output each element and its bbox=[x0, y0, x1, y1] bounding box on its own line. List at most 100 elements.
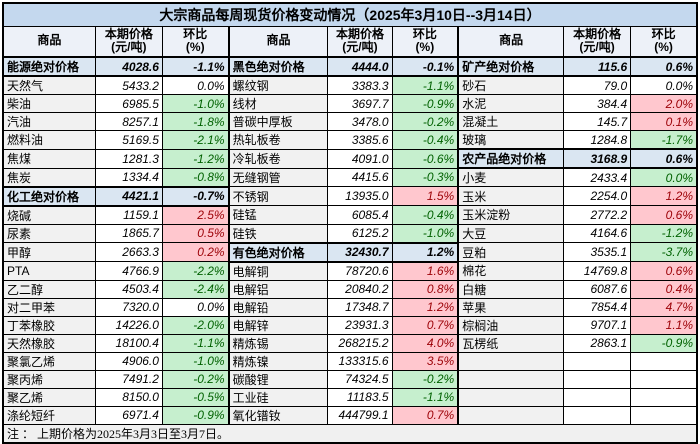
commodity-name-cell: 热轧板卷 bbox=[227, 130, 329, 150]
header-price-1: 本期价格 (元/吨) bbox=[94, 25, 163, 58]
pct-change-cell: -0.4% bbox=[391, 130, 459, 150]
pct-change-cell: 1.6% bbox=[391, 261, 459, 281]
header-commodity-1: 商品 bbox=[2, 25, 96, 58]
pct-change-cell bbox=[630, 369, 698, 389]
price-cell: 78720.6 bbox=[327, 261, 393, 281]
price-cell: 6087.6 bbox=[562, 279, 632, 299]
table-row: 天然橡胶 18100.4 -1.1% 精炼锡 268215.2 4.0% 瓦楞纸 2863.1… bbox=[2, 333, 698, 353]
commodity-name-cell: 硅铁 bbox=[227, 223, 329, 244]
price-cell bbox=[562, 369, 632, 389]
pct-change-cell: 4.7% bbox=[630, 297, 698, 317]
pct-change-cell: 2.5% bbox=[161, 205, 230, 225]
price-cell: 5433.2 bbox=[94, 75, 163, 96]
pct-change-cell: 0.4% bbox=[630, 279, 698, 299]
pct-change-cell: 0.0% bbox=[630, 167, 698, 188]
commodity-name-cell: 黑色绝对价格 bbox=[227, 56, 329, 78]
price-cell: 3168.9 bbox=[562, 148, 632, 170]
commodity-name-cell: 无缝钢管 bbox=[227, 167, 329, 188]
price-cell: 4415.6 bbox=[327, 167, 393, 188]
commodity-name-cell: 电解铝 bbox=[227, 279, 329, 299]
commodity-name-cell: 精炼锡 bbox=[227, 333, 329, 353]
price-cell: 444799.1 bbox=[327, 405, 393, 425]
pct-change-cell: -0.9% bbox=[391, 94, 459, 114]
header-ratio-2: 环比 (%) bbox=[391, 25, 459, 58]
pct-change-cell: -0.5% bbox=[161, 387, 230, 407]
pct-change-cell: -3.7% bbox=[630, 242, 698, 263]
pct-change-cell: 1.5% bbox=[391, 186, 459, 207]
price-cell: 2254.0 bbox=[562, 186, 632, 207]
price-cell: 3535.1 bbox=[562, 242, 632, 263]
commodity-name-cell: 燃料油 bbox=[2, 130, 96, 150]
price-cell: 17348.7 bbox=[327, 297, 393, 317]
commodity-name-cell bbox=[457, 405, 564, 425]
pct-change-cell: 0.6% bbox=[630, 261, 698, 281]
commodity-name-cell: 对二甲苯 bbox=[2, 297, 96, 317]
commodity-name-cell: 冷轧板卷 bbox=[227, 148, 329, 169]
pct-change-cell: -1.1% bbox=[391, 387, 459, 407]
price-cell: 2663.3 bbox=[94, 242, 163, 263]
pct-change-cell: -0.6% bbox=[391, 148, 459, 169]
commodity-name-cell: 工业硅 bbox=[227, 387, 329, 407]
pct-change-cell: 3.5% bbox=[391, 351, 459, 371]
price-cell: 32430.7 bbox=[327, 241, 393, 263]
pct-change-cell: -0.2% bbox=[391, 369, 459, 389]
commodity-name-cell: 棉花 bbox=[457, 261, 564, 281]
table-body: 能源绝对价格 4028.6 -1.1% 黑色绝对价格 4444.0 -0.1% 矿产绝对价格… bbox=[2, 56, 698, 425]
table-row: 聚丙烯 7491.2 -0.2% 碳酸锂 74324.5 -0.2% bbox=[2, 369, 698, 389]
price-cell: 7854.4 bbox=[562, 297, 632, 317]
table-row: 焦煤 1281.3 -1.2% 冷轧板卷 4091.0 -0.6% 农产品绝对价格 3168.… bbox=[2, 148, 698, 170]
table-row: 聚乙烯 8150.0 -0.5% 工业硅 11183.5 -1.1% bbox=[2, 387, 698, 407]
price-cell: 8257.1 bbox=[94, 112, 163, 132]
price-cell: 4906.0 bbox=[94, 351, 163, 371]
commodity-name-cell: 苹果 bbox=[457, 297, 564, 317]
price-cell: 1159.1 bbox=[94, 205, 163, 225]
pct-change-cell: 0.2% bbox=[161, 242, 230, 263]
table-row: 焦炭 1334.4 -0.8% 无缝钢管 4415.6 -0.3% 小麦 2433.4 0.0% bbox=[2, 167, 698, 188]
price-cell: 7320.0 bbox=[94, 297, 163, 317]
table-row: 涤纶短纤 6971.4 -0.9% 氧化镨钕 444799.1 0.7% bbox=[2, 405, 698, 425]
commodity-name-cell: 烧碱 bbox=[2, 205, 96, 225]
commodity-name-cell: 螺纹钢 bbox=[227, 75, 329, 96]
table-row: 化工绝对价格 4421.1 -0.7% 不锈钢 13935.0 1.5% 玉米 2254.0 1… bbox=[2, 185, 698, 207]
header-ratio-3: 环比 (%) bbox=[630, 25, 698, 58]
price-cell: 2433.4 bbox=[562, 167, 632, 188]
price-cell: 18100.4 bbox=[94, 333, 163, 353]
table-row: 燃料油 5169.5 -2.1% 热轧板卷 3385.6 -0.4% 玻璃 1284.8 -1.… bbox=[2, 130, 698, 150]
price-cell: 3697.7 bbox=[327, 94, 393, 114]
pct-change-cell: -1.0% bbox=[161, 94, 230, 114]
pct-change-cell: -1.1% bbox=[161, 56, 230, 78]
table-row: 对二甲苯 7320.0 0.0% 电解铅 17348.7 1.2% 苹果 7854.4 4.7% bbox=[2, 297, 698, 317]
price-cell: 268215.2 bbox=[327, 333, 393, 353]
commodity-name-cell: 豆粕 bbox=[457, 242, 564, 263]
table-row: 汽油 8257.1 -1.8% 普碳中厚板 3478.0 -0.2% 混凝土 145.7 0.1… bbox=[2, 112, 698, 132]
commodity-name-cell: 混凝土 bbox=[457, 112, 564, 132]
price-cell: 14226.0 bbox=[94, 315, 163, 335]
pct-change-cell: 0.7% bbox=[391, 405, 459, 425]
commodity-name-cell: 聚乙烯 bbox=[2, 387, 96, 407]
pct-change-cell: -0.7% bbox=[161, 185, 230, 207]
pct-change-cell: 1.1% bbox=[630, 315, 698, 335]
header-price-3: 本期价格 (元/吨) bbox=[562, 25, 632, 58]
pct-change-cell: 2.0% bbox=[630, 94, 698, 114]
pct-change-cell: -1.0% bbox=[391, 223, 459, 244]
pct-change-cell: 0.6% bbox=[630, 148, 698, 170]
price-cell: 1865.7 bbox=[94, 223, 163, 244]
pct-change-cell: -0.8% bbox=[161, 167, 230, 188]
table-row: 聚氯乙烯 4906.0 -1.0% 精炼镍 133315.6 3.5% bbox=[2, 351, 698, 371]
commodity-name-cell: 甲醇 bbox=[2, 242, 96, 263]
pct-change-cell: -1.1% bbox=[161, 333, 230, 353]
commodity-name-cell: 玉米 bbox=[457, 186, 564, 207]
pct-change-cell: -1.1% bbox=[391, 75, 459, 96]
pct-change-cell: 0.6% bbox=[630, 56, 698, 78]
commodity-name-cell: 精炼镍 bbox=[227, 351, 329, 371]
commodity-name-cell: 农产品绝对价格 bbox=[457, 148, 564, 170]
commodity-name-cell: 汽油 bbox=[2, 112, 96, 132]
commodity-name-cell: 普碳中厚板 bbox=[227, 112, 329, 132]
header-commodity-2: 商品 bbox=[227, 25, 329, 58]
commodity-name-cell: 天然气 bbox=[2, 75, 96, 96]
commodity-name-cell: 电解锌 bbox=[227, 315, 329, 335]
price-cell: 115.6 bbox=[562, 56, 632, 78]
commodity-name-cell: 电解铜 bbox=[227, 261, 329, 281]
price-cell: 384.4 bbox=[562, 94, 632, 114]
